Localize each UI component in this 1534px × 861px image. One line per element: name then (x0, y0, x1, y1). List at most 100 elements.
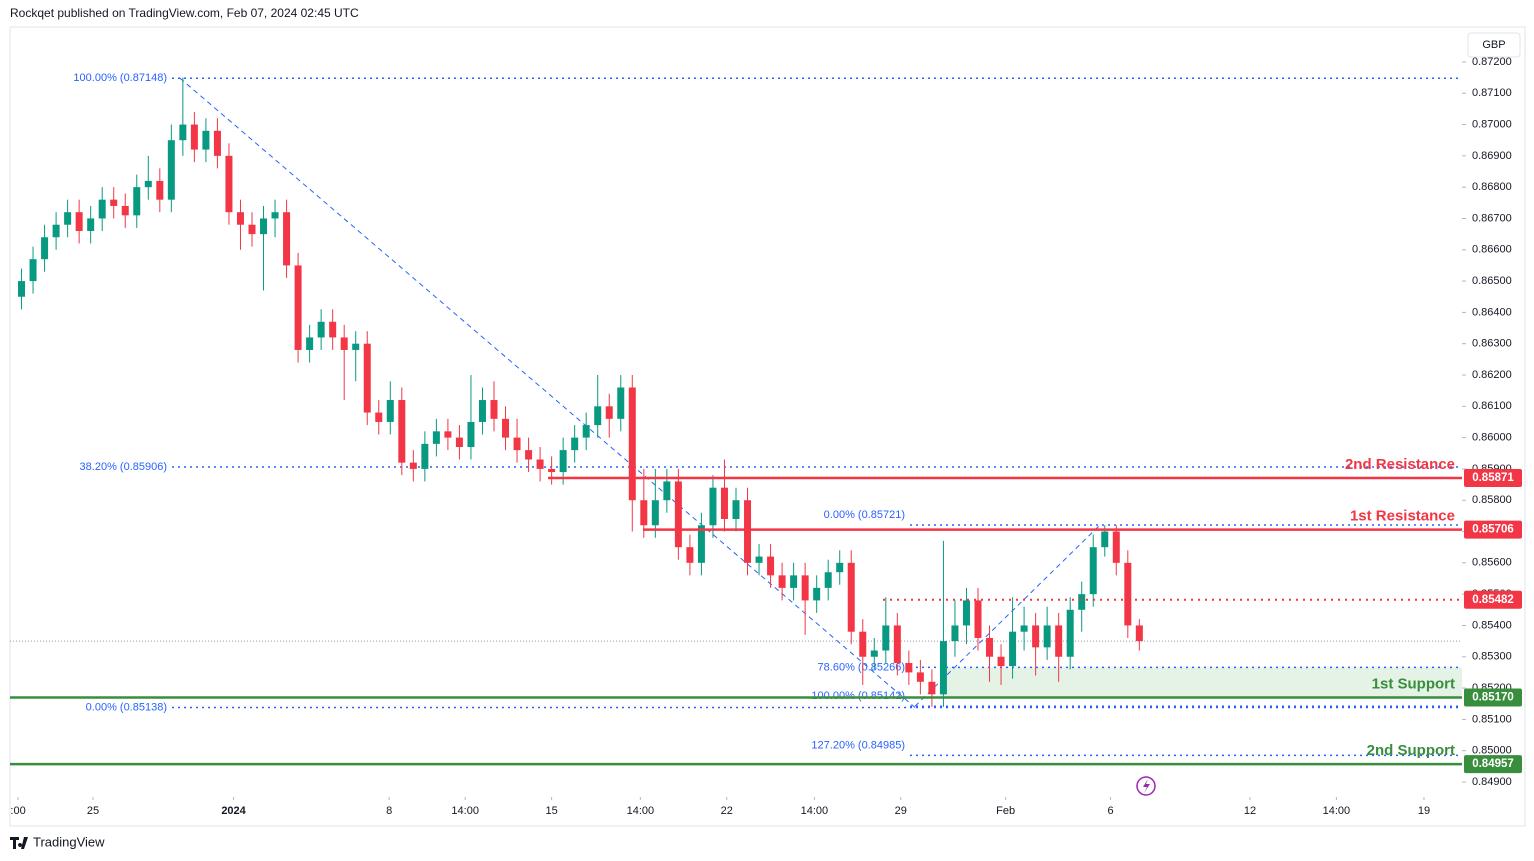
candle-body (64, 212, 72, 225)
y-tick-label: 0.87200 (1472, 56, 1512, 68)
candle-body (156, 180, 164, 200)
candle-body (329, 321, 337, 338)
candle-body (640, 500, 648, 526)
y-tick-label: 0.86500 (1472, 275, 1512, 287)
y-tick-label: 0.86900 (1472, 150, 1512, 162)
candle-body (1055, 625, 1063, 657)
fib-label: 78.60% (0.85266) (818, 661, 905, 673)
candle-body (813, 587, 821, 601)
candle-body (202, 130, 210, 150)
candle-body (928, 681, 936, 695)
candle-body (605, 406, 613, 419)
candle-body (248, 224, 256, 235)
candle-body (674, 481, 682, 548)
candle-body (352, 343, 360, 350)
y-tick-label: 0.86600 (1472, 244, 1512, 256)
candle-body (744, 500, 752, 563)
candle-body (236, 212, 244, 225)
candle-body (260, 218, 268, 235)
candle-body (98, 199, 106, 219)
candle-body (559, 450, 567, 473)
candle-body (444, 431, 452, 438)
candle-body (859, 631, 867, 657)
candle-body (974, 600, 982, 638)
candle-body (421, 443, 429, 469)
candle-body (271, 212, 279, 219)
price-tag (1464, 688, 1522, 707)
price-tag (1464, 468, 1522, 487)
candle-body (29, 259, 37, 282)
x-tick-label: 14:00 (451, 805, 479, 817)
lightning-icon[interactable] (1136, 776, 1156, 796)
candle-body (1101, 531, 1109, 548)
y-tick-label: 0.85400 (1472, 619, 1512, 631)
fib-label: 127.20% (0.84985) (811, 739, 905, 751)
y-tick-label: 0.86000 (1472, 432, 1512, 444)
candle-body (1089, 547, 1097, 595)
logo-mark (10, 837, 28, 849)
x-tick-label: :00 (10, 805, 25, 817)
candle-body (1112, 531, 1120, 563)
y-tick-label: 0.84900 (1472, 776, 1512, 788)
candle-body (133, 187, 141, 216)
candle-body (594, 406, 602, 426)
x-tick-label: 14:00 (1323, 805, 1351, 817)
currency-box[interactable] (1467, 32, 1521, 58)
price-tag (1464, 755, 1522, 774)
support-zone (940, 667, 1462, 698)
candle-body (87, 218, 95, 231)
candle-body (962, 600, 970, 626)
icon-bolt (1143, 779, 1150, 793)
y-tick-label: 0.85100 (1472, 713, 1512, 725)
candle-body (709, 487, 717, 526)
candle-body (294, 265, 302, 350)
x-tick-label: 6 (1107, 805, 1113, 817)
candle-body (916, 672, 924, 682)
candle-body (582, 425, 590, 438)
x-tick-label: 22 (721, 805, 733, 817)
candle-body (490, 400, 498, 419)
candle-body (213, 130, 221, 156)
price-tag (1464, 520, 1522, 539)
currency: GBP (1482, 39, 1505, 51)
candle-body (167, 140, 175, 200)
candle-body (52, 224, 60, 238)
candle-body (375, 412, 383, 422)
candle-body (628, 387, 636, 501)
candle-body (951, 625, 959, 642)
candle-body (767, 556, 775, 576)
candle-body (847, 562, 855, 632)
x-tick-label: 25 (87, 805, 99, 817)
plot-area: 0.849000.850000.851000.852000.853000.854… (10, 56, 1512, 817)
candle-body (686, 547, 694, 563)
candle-body (1078, 594, 1086, 610)
candle-body (870, 650, 878, 657)
level-name: 2nd Resistance (1345, 456, 1455, 473)
y-tick-label: 0.85800 (1472, 494, 1512, 506)
brand-logo: TradingView (10, 834, 105, 849)
fib-label: 100.00% (0.85142) (811, 690, 905, 702)
candle-body (1135, 625, 1143, 642)
candle-body (882, 625, 890, 651)
candle-body (536, 459, 544, 469)
candle-body (1020, 625, 1028, 632)
candle-body (317, 321, 325, 338)
chart-frame (9, 26, 1526, 827)
candle-body (836, 562, 844, 573)
price-tag (1464, 590, 1522, 609)
candle-body (283, 212, 291, 266)
candle-body (732, 500, 740, 520)
candle-body (478, 400, 486, 422)
y-tick-label: 0.86700 (1472, 212, 1512, 224)
candle-body (41, 237, 49, 260)
y-tick-label: 0.87000 (1472, 118, 1512, 130)
candle-body (432, 431, 440, 444)
candle-body (121, 205, 129, 216)
fib-label: 0.00% (0.85721) (824, 509, 905, 521)
candle-body (1009, 631, 1017, 667)
candle-body (363, 343, 371, 413)
x-tick-label: 14:00 (627, 805, 655, 817)
candle-body (893, 625, 901, 664)
